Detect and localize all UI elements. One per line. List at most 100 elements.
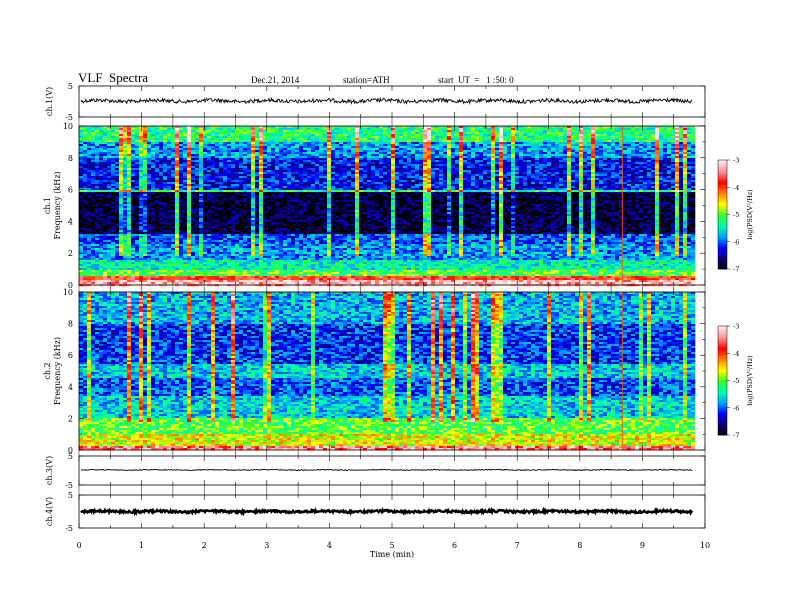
psd-cell <box>463 146 468 149</box>
psd-cell <box>167 182 172 185</box>
psd-cell <box>323 154 328 157</box>
psd-cell <box>123 136 128 139</box>
psd-cell <box>383 186 388 189</box>
psd-cell <box>547 172 552 175</box>
psd-cell <box>175 130 180 133</box>
psd-cell <box>211 130 216 133</box>
psd-cell <box>311 146 316 149</box>
psd-cell <box>371 154 376 157</box>
psd-cell <box>475 176 480 179</box>
psd-cell <box>419 178 424 181</box>
psd-cell <box>147 136 152 139</box>
psd-cell <box>231 144 236 147</box>
psd-cell <box>87 176 92 179</box>
psd-cell <box>455 150 460 153</box>
psd-cell <box>143 164 148 167</box>
psd-cell <box>143 180 148 183</box>
psd-cell <box>179 160 184 163</box>
psd-cell <box>663 154 668 157</box>
psd-cell <box>611 132 616 135</box>
psd-cell <box>175 144 180 147</box>
psd-cell <box>443 186 448 189</box>
psd-cell <box>191 144 196 147</box>
psd-cell <box>499 148 504 151</box>
psd-cell <box>319 140 324 143</box>
psd-cell <box>571 180 576 183</box>
psd-cell <box>503 140 508 143</box>
psd-cell <box>291 156 296 159</box>
psd-cell <box>251 138 256 141</box>
psd-cell <box>319 142 324 145</box>
psd-cell <box>287 152 292 155</box>
psd-cell <box>215 166 220 169</box>
psd-cell <box>655 136 660 139</box>
psd-cell <box>203 178 208 181</box>
psd-cell <box>547 126 552 129</box>
psd-cell <box>275 150 280 153</box>
psd-cell <box>319 188 324 191</box>
psd-cell <box>287 186 292 189</box>
psd-cell <box>399 168 404 171</box>
psd-cell <box>107 148 112 151</box>
psd-cell <box>127 178 132 181</box>
psd-cell <box>167 152 172 155</box>
psd-cell <box>199 150 204 153</box>
psd-cell <box>219 146 224 149</box>
psd-cell <box>251 132 256 135</box>
psd-cell <box>447 138 452 141</box>
psd-cell <box>271 136 276 139</box>
psd-cell <box>371 176 376 179</box>
psd-cell <box>655 170 660 173</box>
psd-cell <box>343 130 348 133</box>
psd-cell <box>667 134 672 137</box>
psd-cell <box>571 156 576 159</box>
psd-cell <box>127 170 132 173</box>
psd-cell <box>351 188 356 191</box>
psd-cell <box>419 166 424 169</box>
psd-cell <box>143 166 148 169</box>
psd-cell <box>403 182 408 185</box>
psd-cell <box>391 176 396 179</box>
psd-cell <box>339 172 344 175</box>
psd-cell <box>235 136 240 139</box>
psd-cell <box>223 152 228 155</box>
psd-cell <box>119 174 124 177</box>
psd-cell <box>375 142 380 145</box>
psd-cell <box>635 156 640 159</box>
psd-cell <box>307 186 312 189</box>
psd-cell <box>675 154 680 157</box>
psd-cell <box>411 154 416 157</box>
psd-cell <box>347 182 352 185</box>
psd-cell <box>591 172 596 175</box>
psd-cell <box>679 186 684 189</box>
psd-cell <box>551 154 556 157</box>
psd-cell <box>143 174 148 177</box>
psd-cell <box>631 164 636 167</box>
psd-cell <box>295 144 300 147</box>
psd-cell <box>587 166 592 169</box>
psd-cell <box>171 156 176 159</box>
psd-cell <box>191 170 196 173</box>
psd-cell <box>215 134 220 137</box>
psd-cell <box>563 184 568 187</box>
psd-cell <box>403 136 408 139</box>
psd-cell <box>215 158 220 161</box>
psd-cell <box>195 178 200 181</box>
psd-cell <box>323 126 328 129</box>
psd-cell <box>159 168 164 171</box>
psd-cell <box>171 180 176 183</box>
psd-cell <box>579 172 584 175</box>
psd-cell <box>563 150 568 153</box>
psd-cell <box>523 160 528 163</box>
psd-cell <box>675 162 680 165</box>
psd-cell <box>447 132 452 135</box>
psd-cell <box>579 170 584 173</box>
psd-cell <box>407 174 412 177</box>
psd-cell <box>427 126 432 129</box>
psd-cell <box>99 156 104 159</box>
psd-cell <box>575 176 580 179</box>
psd-cell <box>659 146 664 149</box>
psd-cell <box>419 148 424 151</box>
psd-cell <box>611 142 616 145</box>
psd-cell <box>383 148 388 151</box>
